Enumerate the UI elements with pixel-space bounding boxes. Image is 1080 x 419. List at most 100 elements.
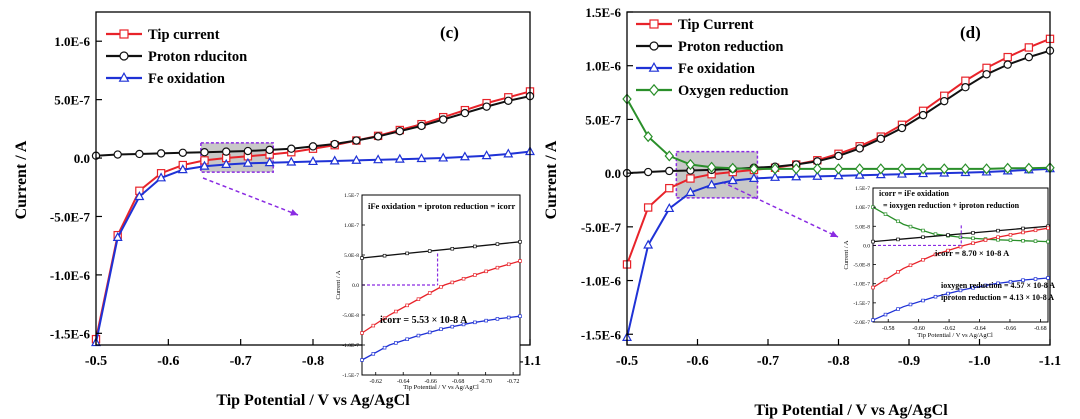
inset-point	[971, 241, 975, 245]
inset-point	[450, 280, 455, 285]
legend-label: Oxygen reduction	[678, 83, 789, 99]
series-3-point	[918, 163, 928, 175]
y-axis-title: Current / A	[543, 140, 560, 219]
inset-point	[394, 309, 398, 314]
inset-x-axis-title: Tip Potential / V vs Ag/AgCl	[917, 332, 993, 339]
inset-point	[416, 333, 421, 338]
inset-point	[921, 298, 925, 303]
inset-point	[405, 337, 409, 341]
zoom-arrow-line	[721, 181, 839, 238]
inset-result: icorr = 5.53 × 10-8 A	[380, 315, 468, 326]
inset-point	[883, 277, 888, 282]
inset-y-tick-label: -2.0E-7	[853, 320, 870, 326]
legend-marker	[648, 61, 660, 72]
series-1-point	[156, 149, 166, 158]
series-2-point	[770, 171, 781, 181]
series-2-point	[134, 191, 145, 201]
inset-x-tick-label: -0.62	[369, 379, 382, 385]
x-tick-label: -0.8	[302, 354, 324, 369]
inset-frame	[872, 187, 1049, 323]
y-tick-label: 1.5E-6	[585, 5, 621, 20]
series-3-point	[770, 163, 780, 175]
inset-point	[1046, 276, 1050, 280]
x-tick-label: -0.9	[898, 354, 920, 369]
series-1-point	[439, 115, 448, 124]
series-2-point	[373, 154, 384, 164]
inset-series-line-2	[361, 315, 521, 361]
inset-point	[371, 352, 376, 356]
inset-point	[518, 314, 522, 318]
inset-y-tick-label: -1.5E-7	[853, 301, 870, 307]
inset-point	[908, 263, 913, 268]
inset-point	[946, 248, 950, 253]
x-tick-label: -1.1	[519, 354, 541, 369]
y-tick-label: -1.5E-6	[50, 326, 91, 341]
series-1-point	[113, 150, 122, 159]
series-2-point	[112, 231, 123, 241]
series-3-point	[897, 163, 907, 175]
series-1-point	[940, 96, 949, 106]
inset-point	[1008, 238, 1013, 243]
inset-y-axis-title: Current / A	[335, 270, 342, 300]
inset-point	[996, 235, 1000, 239]
series-2-point	[308, 155, 318, 166]
series-2-point	[812, 170, 823, 180]
inset-point	[1008, 233, 1013, 237]
series-2-point	[286, 156, 297, 166]
x-tick-label: -0.6	[157, 354, 179, 369]
series-3-point	[981, 163, 992, 175]
series-1-point	[460, 108, 470, 118]
series-1-point	[352, 136, 361, 145]
inset-equation-2: = ioxygen reduction + iproton reduction	[883, 201, 1020, 210]
inset-point	[996, 281, 1000, 286]
inset-point	[946, 233, 950, 237]
inset-point	[1021, 239, 1025, 243]
legend-label: Tip current	[148, 27, 220, 43]
series-2-point	[242, 157, 253, 167]
series-1-point	[918, 110, 928, 120]
inset-point	[382, 345, 387, 350]
inset-x-tick-label: -0.64	[973, 326, 986, 332]
inset-point	[427, 249, 432, 253]
inset-point	[473, 320, 477, 325]
inset-point	[1021, 278, 1025, 282]
y-tick-label: 0.0	[605, 166, 621, 181]
series-0-point	[1003, 52, 1012, 62]
inset-note-2: iproton reduction = 4.13 × 10-8 A	[941, 293, 1054, 302]
series-2-point	[459, 151, 470, 161]
series-3-point	[1002, 162, 1013, 174]
inset-equation: iFe oxidation = iproton reduction = icor…	[368, 201, 515, 211]
inset-point	[871, 318, 875, 322]
inset-point	[871, 285, 875, 290]
inset-y-axis-title: Current / A	[843, 240, 850, 270]
series-3-point	[749, 163, 759, 175]
inset-point	[473, 244, 477, 249]
x-tick-label: -0.6	[686, 354, 708, 369]
inset-point	[371, 323, 376, 328]
inset-x-tick-label: -0.64	[397, 379, 410, 385]
series-3-point	[791, 163, 801, 175]
legend-marker	[649, 19, 659, 29]
inset-x-tick-label: -0.72	[507, 379, 520, 385]
series-2-point	[199, 160, 210, 170]
series-2-point	[351, 154, 362, 164]
series-2-point	[791, 171, 802, 181]
inset-y-tick-label: -1.0E-7	[853, 282, 870, 288]
series-1-point	[178, 148, 187, 157]
y-tick-label: 0.0	[74, 151, 90, 166]
inset-series-line-3	[872, 277, 1049, 321]
series-2-point	[481, 150, 492, 160]
inset-point	[495, 265, 500, 270]
series-1-point	[243, 146, 253, 156]
inset-point	[461, 322, 466, 327]
inset-point	[958, 235, 963, 240]
series-2-point	[685, 186, 696, 196]
y-tick-label: 5.0E-7	[54, 93, 90, 108]
x-tick-label: -0.8	[827, 354, 849, 369]
inset-note-1: ioxygen reduction = 4.57 × 10-8 A	[941, 281, 1055, 290]
inset-point	[495, 317, 500, 321]
y-tick-label: 5.0E-7	[585, 112, 621, 127]
series-0-point	[665, 183, 674, 193]
inset-point	[461, 276, 466, 281]
